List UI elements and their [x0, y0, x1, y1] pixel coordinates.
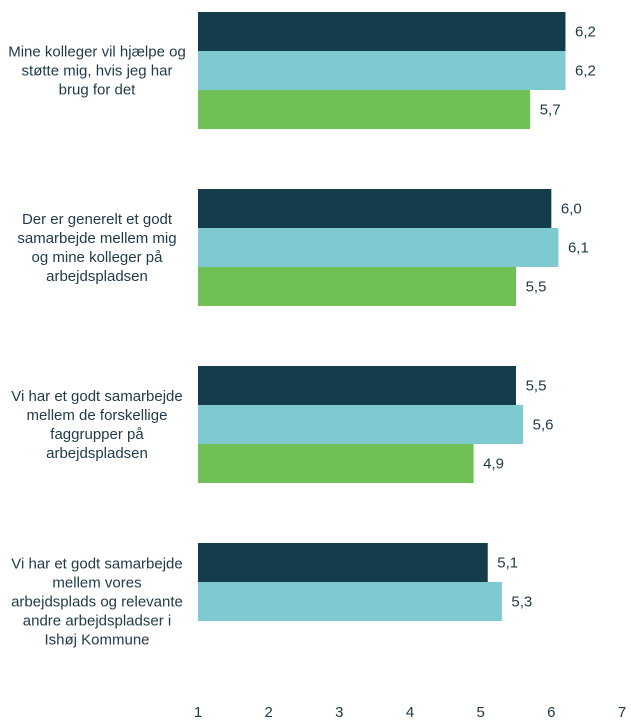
bar [198, 189, 552, 228]
x-tick-label: 2 [264, 704, 272, 720]
bar [198, 444, 474, 483]
bar [198, 90, 531, 129]
data-label: 6,2 [575, 23, 596, 40]
x-tick-label: 6 [547, 704, 555, 720]
bar [198, 12, 566, 51]
data-label: 5,7 [540, 101, 561, 118]
data-label: 6,2 [575, 62, 596, 79]
bar [198, 405, 524, 444]
category-label: Vi har et godt samarbejde mellem de fors… [11, 387, 183, 462]
x-tick-label: 1 [194, 704, 202, 720]
data-label: 5,1 [497, 554, 518, 571]
x-tick-label: 7 [618, 704, 626, 720]
bar [198, 543, 488, 582]
data-label: 5,5 [526, 278, 547, 295]
category-label: Vi har et godt samarbejde mellem vores a… [11, 555, 183, 648]
bar [198, 366, 516, 405]
data-label: 5,3 [511, 593, 532, 610]
bar [198, 228, 559, 267]
x-tick-label: 3 [335, 704, 343, 720]
data-label: 4,9 [483, 455, 504, 472]
category-label: Mine kolleger vil hjælpe og støtte mig, … [8, 43, 186, 98]
bar [198, 267, 516, 306]
data-label: 5,5 [526, 377, 547, 394]
bar [198, 51, 566, 90]
x-tick-label: 4 [406, 704, 414, 720]
data-label: 6,0 [561, 200, 582, 217]
data-label: 6,1 [568, 239, 589, 256]
bar [198, 582, 502, 621]
category-label: Der er generelt et godt samarbejde melle… [17, 210, 177, 285]
data-label: 5,6 [533, 416, 554, 433]
x-tick-label: 5 [476, 704, 484, 720]
